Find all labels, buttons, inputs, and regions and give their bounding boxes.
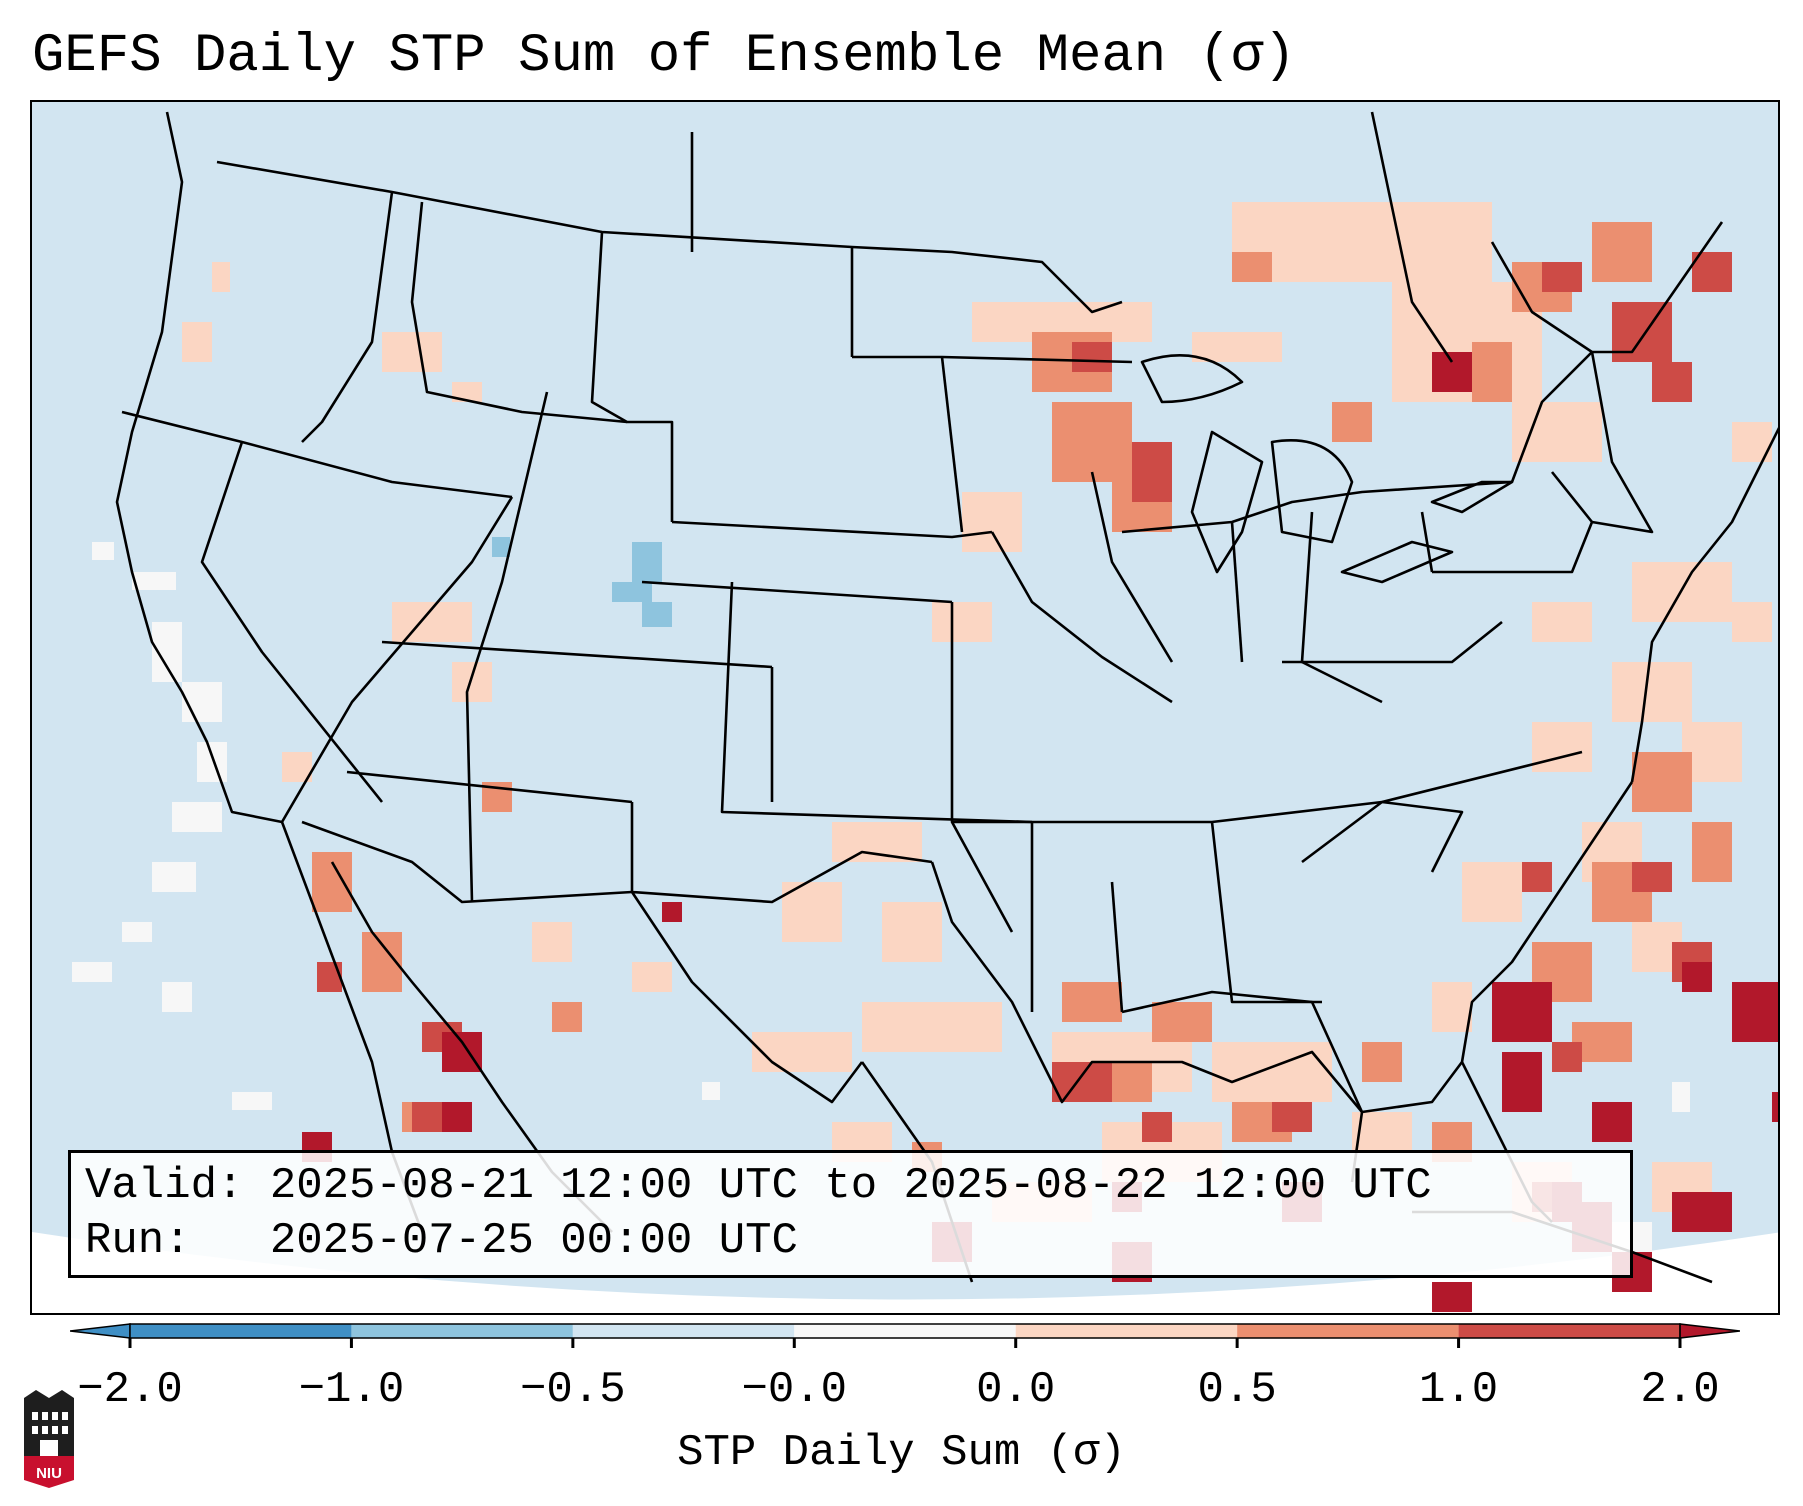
negative-cells [492,537,672,627]
run-line: Run: 2025-07-25 00:00 UTC [85,1216,798,1266]
colorbar-label: STP Daily Sum (σ) [677,1428,1126,1478]
colorbar-ticks [128,1338,1682,1348]
colorbar-segment [1237,1324,1459,1338]
colorbar-tick-label: −0.5 [520,1365,626,1415]
valid-line: Valid: 2025-08-21 12:00 UTC to 2025-08-2… [85,1161,1432,1211]
colorbar-extend-low [70,1323,131,1339]
colorbar-segment [351,1324,573,1338]
colorbar-segment [1015,1324,1238,1338]
colorbar-tick-label: −1.0 [298,1365,405,1415]
niu-logo: NIU [24,1390,74,1488]
colorbar-segment [794,1324,1016,1338]
colorbar [70,1323,1740,1348]
neutral-cells [72,542,1690,1252]
colorbar-segments [70,1323,1740,1339]
colorbar-segment [572,1324,795,1338]
map-canvas [32,102,1778,1312]
colorbar-extend-high [1679,1323,1740,1339]
colorbar-outline [129,1323,1681,1339]
colorbar-segment [1458,1324,1680,1338]
map-panel [30,100,1780,1315]
logo-text: NIU [36,1465,62,1482]
colorbar-tick-label: 0.0 [976,1365,1056,1415]
colorbar-tick-label: 2.0 [1640,1365,1720,1415]
chart-title: GEFS Daily STP Sum of Ensemble Mean (σ) [32,26,1296,87]
colorbar-tick-label: 0.5 [1197,1365,1277,1415]
colorbar-tick-label: −2.0 [77,1365,183,1415]
colorbar-segment [130,1324,352,1338]
colorbar-tick-label: 1.0 [1418,1365,1499,1415]
info-box: Valid: 2025-08-21 12:00 UTC to 2025-08-2… [68,1150,1633,1278]
colorbar-tick-label: −0.0 [741,1365,848,1415]
